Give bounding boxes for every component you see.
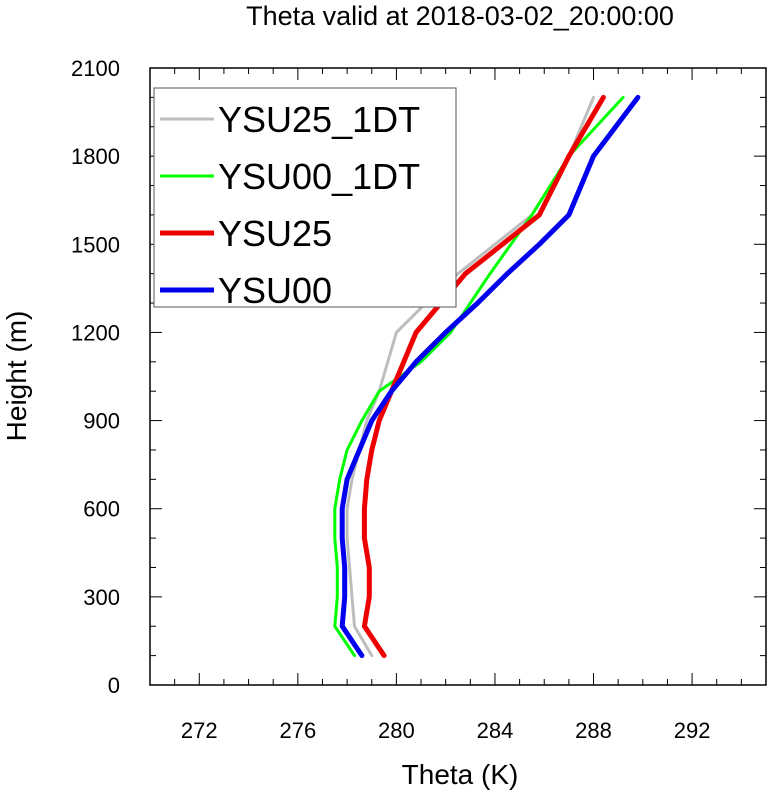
- tick-labels: 272 276 280 284 288 292 0 300 600 900 1200 1500 1800…: [71, 56, 710, 743]
- y-axis-label: Height (m): [1, 311, 32, 442]
- y-tick-label: 600: [83, 497, 120, 522]
- series-line-ysu25: [361, 94, 606, 659]
- y-tick-label: 1200: [71, 320, 120, 345]
- y-tick-label: 1500: [71, 232, 120, 257]
- legend: YSU25_1DT YSU00_1DT YSU25 YSU00: [153, 87, 457, 311]
- plot-frame: [149, 67, 767, 686]
- y-tick-label: 1800: [71, 144, 120, 169]
- legend-label: YSU00: [218, 270, 332, 311]
- y-tick-label: 300: [83, 585, 120, 610]
- x-tick-label: 292: [674, 718, 711, 743]
- series-line-ysu25-1dt: [345, 95, 595, 658]
- legend-box: [153, 87, 457, 308]
- legend-label: YSU00_1DT: [218, 156, 420, 197]
- y-tick-label: 900: [83, 409, 120, 434]
- y-tick-label: 0: [108, 673, 120, 698]
- x-tick-label: 276: [279, 718, 316, 743]
- y-tick-label: 2100: [71, 56, 120, 81]
- series-line-ysu00: [339, 94, 641, 659]
- legend-label: YSU25_1DT: [218, 99, 420, 140]
- x-tick-label: 280: [378, 718, 415, 743]
- series-line-ysu00-1dt: [333, 95, 625, 658]
- x-tick-label: 288: [575, 718, 612, 743]
- chart-title: Theta valid at 2018-03-02_20:00:00: [246, 1, 674, 31]
- x-axis-label: Theta (K): [402, 759, 519, 790]
- legend-label: YSU25: [218, 213, 332, 254]
- x-tick-label: 272: [181, 718, 218, 743]
- series-lines: [333, 94, 641, 659]
- x-tick-label: 284: [477, 718, 514, 743]
